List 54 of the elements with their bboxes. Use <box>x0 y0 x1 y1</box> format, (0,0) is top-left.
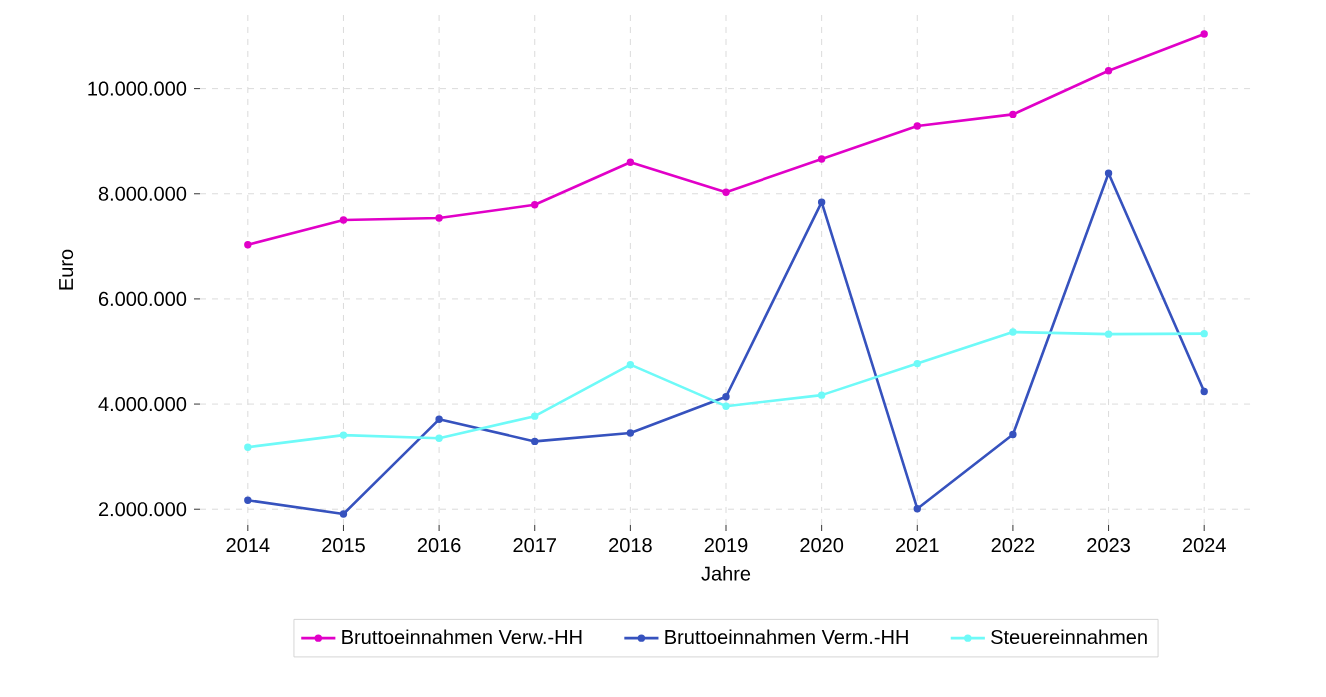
x-tick-label: 2017 <box>513 538 556 553</box>
x-tick-label: 2022 <box>991 538 1035 553</box>
legend-label: Steuereinnahmen <box>991 629 1147 645</box>
point <box>722 402 730 410</box>
point <box>435 214 443 222</box>
point <box>1009 430 1017 439</box>
point <box>817 155 826 163</box>
x-tick-label: 2014 <box>226 538 270 553</box>
point <box>722 393 730 401</box>
x-tick-label: 2023 <box>1087 538 1130 553</box>
point <box>244 496 252 504</box>
y-tick-label: 4.000.000 <box>98 397 187 412</box>
point <box>531 412 539 420</box>
y-tick-label: 8.000.000 <box>98 186 187 201</box>
point <box>1009 110 1017 119</box>
point <box>435 434 443 442</box>
x-tick-label: 2019 <box>704 538 748 553</box>
point <box>531 437 539 446</box>
point <box>817 198 826 206</box>
x-tick-label: 2020 <box>800 538 844 553</box>
point <box>626 429 635 437</box>
point <box>722 188 730 196</box>
point <box>1104 330 1113 338</box>
point <box>913 359 921 368</box>
x-tick-label: 2024 <box>1182 538 1226 553</box>
y-tick-label: 2.000.000 <box>98 502 187 517</box>
legend-label: Bruttoeinnahmen Verm.-HH <box>665 629 908 645</box>
point <box>244 443 252 451</box>
point <box>626 360 635 369</box>
point <box>1104 169 1113 177</box>
x-axis-title: Jahre <box>701 565 751 581</box>
point <box>626 158 635 166</box>
point <box>1200 387 1208 396</box>
y-axis-title: Euro <box>59 249 74 290</box>
y-tick-label: 6.000.000 <box>98 291 187 306</box>
x-tick-label: 2018 <box>609 538 652 553</box>
point <box>817 391 826 399</box>
point <box>244 241 252 249</box>
point <box>913 122 921 130</box>
y-tick-label: 10.000.000 <box>88 81 187 96</box>
point <box>913 505 921 513</box>
point <box>1200 329 1208 338</box>
legend-label: Bruttoeinnahmen Verw.-HH <box>342 629 582 645</box>
x-tick-label: 2015 <box>322 538 365 553</box>
point <box>531 201 539 209</box>
x-tick-label: 2021 <box>896 538 939 553</box>
point <box>339 510 348 518</box>
point <box>339 431 348 439</box>
point <box>435 415 443 424</box>
point <box>1104 67 1113 75</box>
point <box>1009 328 1017 336</box>
x-tick-label: 2016 <box>417 538 461 553</box>
point <box>1200 30 1208 38</box>
point <box>339 216 348 224</box>
